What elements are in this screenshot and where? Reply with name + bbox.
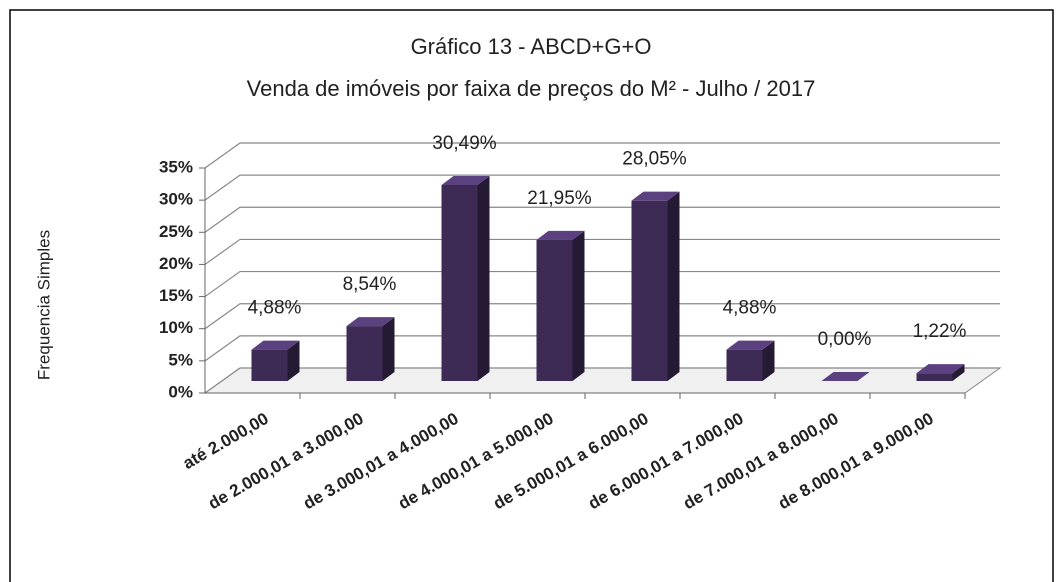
bar-top [821,372,870,381]
grid-line [204,335,1000,362]
bar [441,184,478,381]
bar [346,326,383,381]
y-tick-label: 15% [159,286,193,305]
value-label: 0,00% [818,329,872,350]
grid-line [204,174,1000,201]
bar-side [287,340,300,381]
chart-border [9,9,1054,582]
bar-side [477,175,490,381]
y-tick-label: 35% [159,157,193,176]
bar-side [952,364,965,381]
y-axis-label: Frequencia Simples [34,230,53,380]
y-tick-label: 25% [159,222,193,241]
bar-side [382,317,395,381]
bar [726,349,763,381]
bar-top [631,191,680,201]
bar [536,239,573,381]
bar-top [441,175,490,185]
bar [251,349,288,381]
y-tick-label: 20% [159,254,193,273]
value-label: 21,95% [527,188,592,209]
value-label: 4,88% [723,298,777,319]
grid-line [204,142,1000,169]
value-label: 28,05% [622,149,687,170]
grid-line [204,206,1000,233]
bar-side [667,191,680,381]
y-tick-label: 5% [168,350,193,369]
bar-side [572,230,585,381]
value-label: 4,88% [248,298,302,319]
bar [631,200,668,381]
value-label: 1,22% [913,321,967,342]
y-tick-label: 0% [168,382,193,401]
grid-line [204,270,1000,298]
grid-line [204,238,1000,265]
floor [203,367,1002,394]
chart-subtitle: Venda de imóveis por faixa de preços do … [247,76,816,101]
bar-top [536,230,585,240]
bar [916,373,953,381]
value-label: 8,54% [343,274,397,295]
value-label: 30,49% [432,133,497,154]
grid-line [204,303,1000,330]
bar-top [346,317,395,327]
chart-title: Gráfico 13 - ABCD+G+O [411,34,652,59]
y-tick-label: 30% [159,190,193,209]
bar-top [726,340,775,350]
bar-top [916,364,965,374]
bar-top [251,340,300,350]
bar-side [762,340,775,381]
y-tick-label: 10% [159,318,193,337]
